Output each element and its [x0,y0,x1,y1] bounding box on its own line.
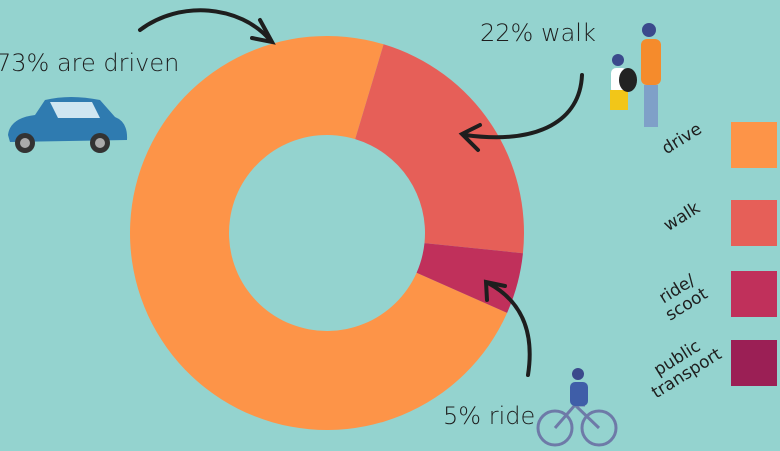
donut-slice [355,44,524,253]
annotation: 5% ride [443,402,535,430]
annotation: 73% are driven [0,49,179,77]
legend-swatch [731,122,777,168]
bike-icon [538,368,616,445]
annotation: 22% walk [480,19,596,47]
legend-swatch [731,340,777,386]
legend-swatch [731,271,777,317]
infographic: 73% are driven 22% walk 5% ride drivewal… [0,0,780,451]
legend-swatch [731,200,777,246]
car-icon [8,97,127,153]
donut [130,36,524,430]
arrow [140,10,270,40]
walkers-icon [610,23,661,127]
